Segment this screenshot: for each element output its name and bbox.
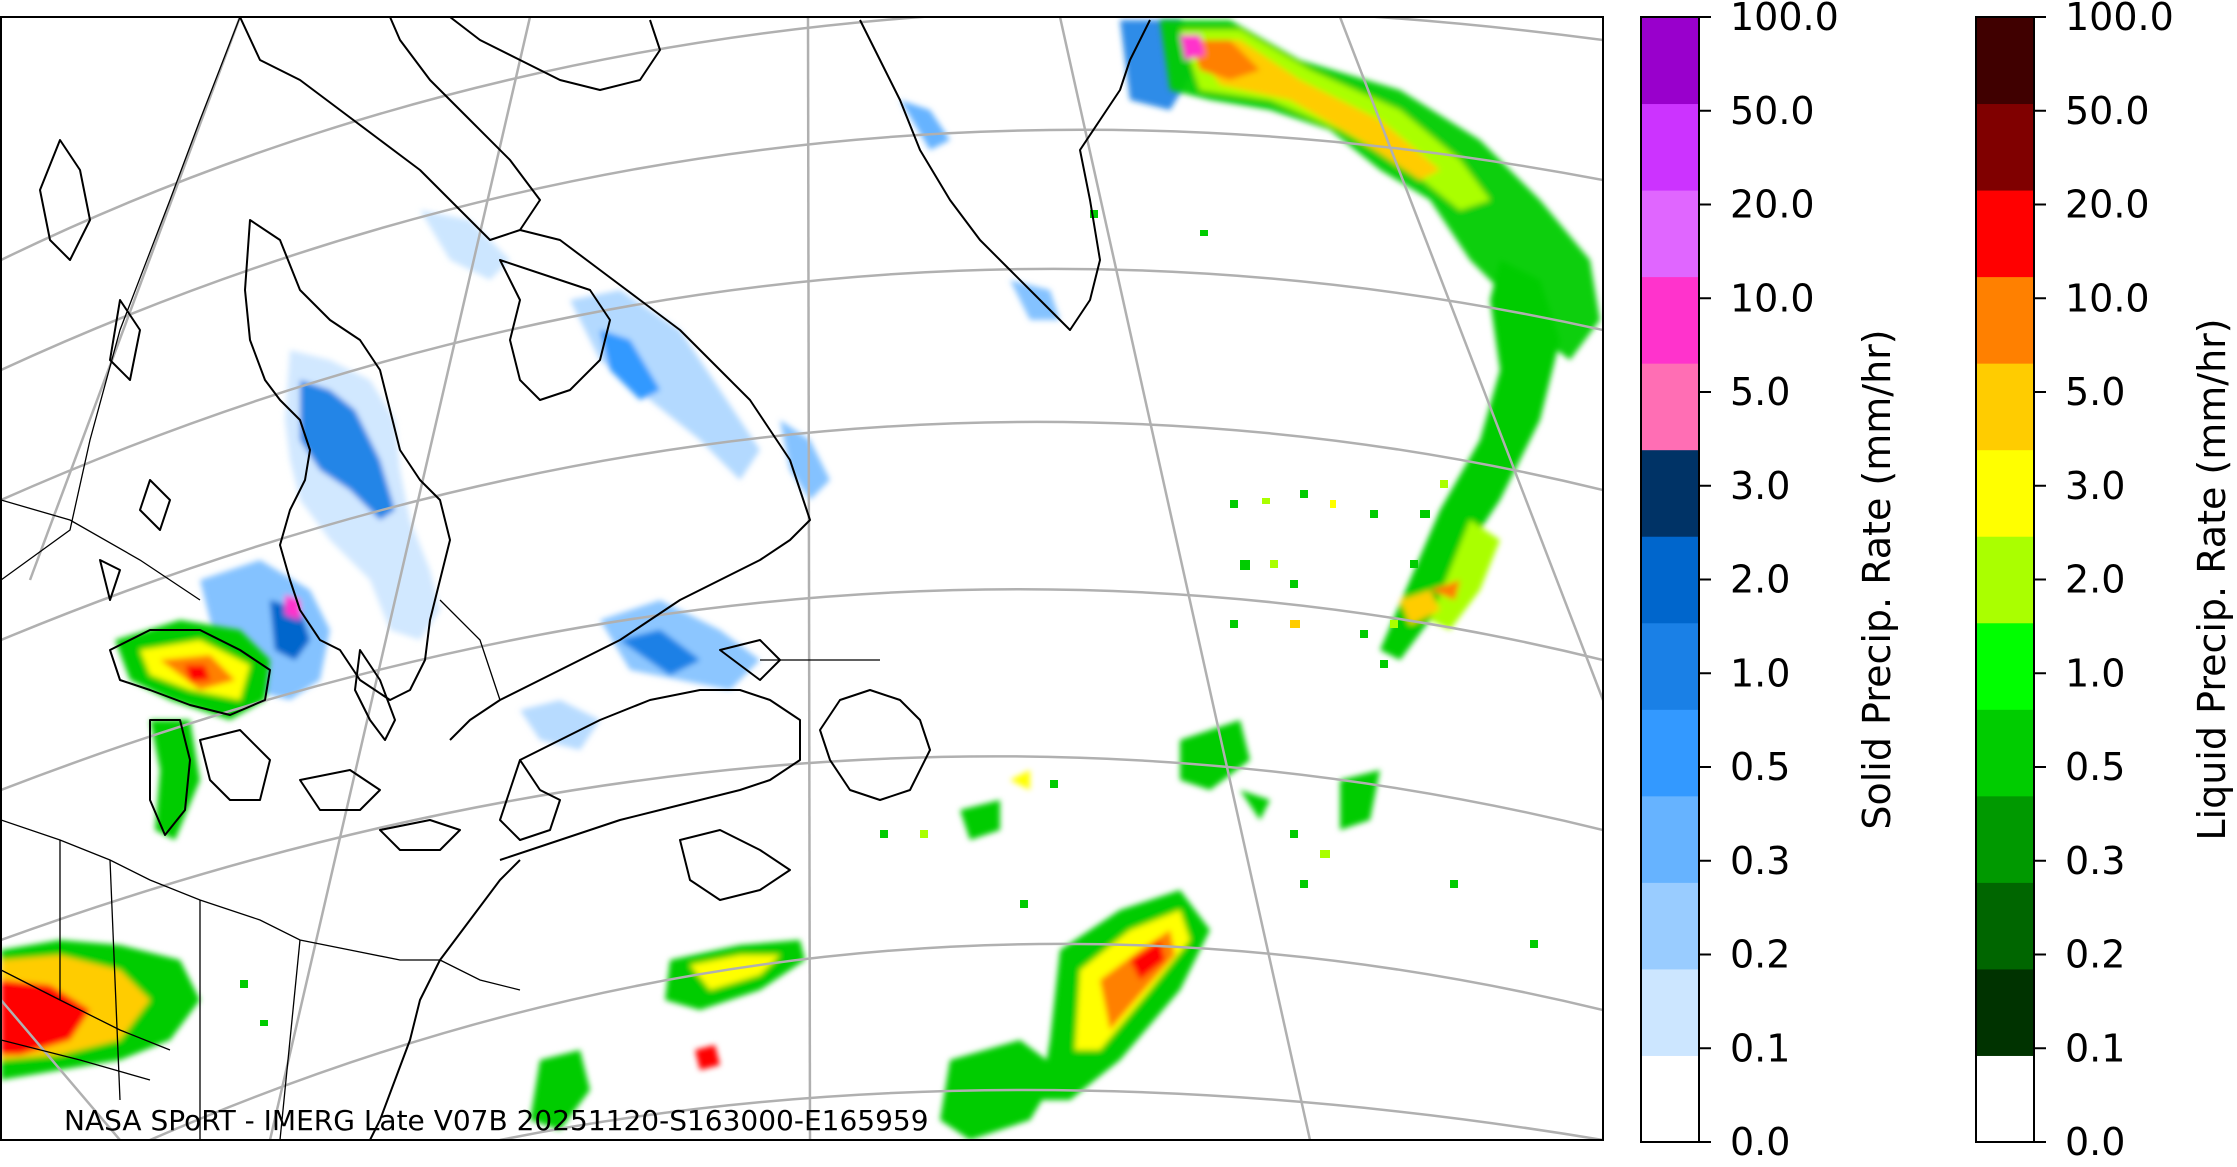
colorbar-solid-segment [1641,795,1699,883]
colorbar-solid-segment [1641,622,1699,710]
colorbar-liquid-segment [1976,622,2034,710]
colorbar-liquid-segment [1976,363,2034,451]
rain-band-north-atlantic [1160,20,1600,360]
colorbar-solid-segment [1641,17,1699,105]
coastlines [39,17,1151,1140]
colorbar-liquid-segment [1976,449,2034,537]
colorbar-solid-segment [1641,968,1699,1056]
colorbar-solid-segment [1641,1055,1699,1143]
map-frame [0,16,1604,1141]
coastline-james-bay [354,649,396,741]
colorbar-solid-tick-label: 1.0 [1730,651,1790,695]
colorbar-solid-tick-label: 0.3 [1730,839,1790,883]
colorbar-solid-tick-label: 5.0 [1730,370,1790,414]
colorbar-liquid-tick-label: 0.3 [2065,839,2125,883]
colorbar-liquid-segment [1976,1055,2034,1143]
colorbar-solid-segment [1641,709,1699,797]
colorbar-solid-segment [1641,276,1699,364]
colorbar-liquid-tick-label: 2.0 [2065,558,2125,602]
coastline-hudson-bay [244,219,451,701]
colorbar-solid-tick-label: 3.0 [1730,464,1790,508]
colorbar-solid-segment [1641,536,1699,624]
snow-patch-hudson-heavy [300,380,395,520]
colorbar-solid-tick-label: 0.0 [1730,1120,1790,1164]
colorbar-liquid-segment [1976,103,2034,191]
scattered-rain-cells [240,210,1538,1026]
rain-patch-offshore-4 [530,1050,590,1130]
coastline-ungava [499,259,611,401]
colorbar-solid-tick-label: 0.5 [1730,745,1790,789]
colorbar-liquid-label: Liquid Precip. Rate (mm/hr) [2190,318,2234,840]
colorbar-liquid-segment [1976,795,2034,883]
colorbar-solid-segment [1641,363,1699,451]
colorbar-liquid-segment [1976,968,2034,1056]
colorbar-liquid-segment [1976,536,2034,624]
colorbar-solid-tick-label: 0.2 [1730,933,1790,977]
snow-patch-greenland-west [900,100,950,150]
coastline-gulf-stlawrence [499,689,801,861]
colorbar-liquid-segment [1976,709,2034,797]
rain-patch-atlantic-cells [1180,720,1250,790]
colorbar-solid-tick-label: 20.0 [1730,183,1815,227]
colorbar-liquid-tick-label: 20.0 [2065,183,2150,227]
colorbar-liquid-tick-label: 100.0 [2065,0,2174,39]
colorbar-solid-tick-label: 10.0 [1730,276,1815,320]
colorbar-liquid-tick-label: 0.1 [2065,1026,2125,1070]
colorbar-liquid-tick-label: 0.0 [2065,1120,2125,1164]
colorbar-solid-segment [1641,103,1699,191]
colorbar-liquid-tick-label: 10.0 [2065,276,2150,320]
colorbar-liquid-tick-label: 0.5 [2065,745,2125,789]
coastline-arctic-islands [449,17,661,91]
snowfall-layer [200,20,1200,750]
snow-patch-stlawrence [520,700,600,750]
colorbar-solid-segment [1641,882,1699,970]
snow-patch-newfoundland [780,420,830,500]
coastline-greenland [859,19,1151,331]
snow-patch-quebec-core [620,630,700,675]
coastline-nova-scotia [679,829,791,901]
colorbar-solid-tick-label: 0.1 [1730,1026,1790,1070]
colorbar-liquid-segment [1976,17,2034,105]
colorbar-solid-segment [1641,190,1699,278]
colorbar-liquid: 0.0 0.1 0.2 0.3 0.5 1.0 2.0 3.0 5.0 10.0 20.0 50.0 1… [1975,0,2234,1164]
colorbar-solid-tick-label: 2.0 [1730,558,1790,602]
graticule [1,17,1603,1140]
rain-band-tail [1380,260,1560,660]
coastline-baffin [239,17,541,241]
map-panel: NASA SPoRT - IMERG Late V07B 20251120-S1… [1,17,1603,1140]
colorbar-liquid-segment [1976,276,2034,364]
coastline-great-lakes [109,629,271,716]
coastline-labrador [449,229,811,741]
colorbar-solid-label: Solid Precip. Rate (mm/hr) [1855,329,1899,829]
snow-patch-lab-core [600,330,660,400]
colorbar-solid: 0.0 0.1 0.2 0.3 0.5 1.0 2.0 3.0 5.0 10.0 20.0 50.0 1… [1640,0,1899,1164]
colorbar-liquid-tick-label: 0.2 [2065,933,2125,977]
snow-patch-baffin [420,210,510,280]
map-credit-label: NASA SPoRT - IMERG Late V07B 20251120-S1… [64,1104,929,1137]
colorbar-liquid-segment [1976,190,2034,278]
colorbar-liquid-tick-label: 1.0 [2065,651,2125,695]
coastline-newfoundland [819,689,931,801]
colorbar-solid-tick-label: 50.0 [1730,89,1815,133]
colorbar-solid-tick-label: 100.0 [1730,0,1839,39]
political-borders [1,17,880,1140]
colorbar-solid-segment [1641,449,1699,537]
colorbar-liquid-tick-label: 5.0 [2065,370,2125,414]
colorbar-liquid-tick-label: 50.0 [2065,89,2150,133]
colorbar-liquid-tick-label: 3.0 [2065,464,2125,508]
coastline-east-usa [369,859,521,1140]
snow-patch-greenland-south [1010,280,1060,320]
colorbar-liquid-segment [1976,882,2034,970]
